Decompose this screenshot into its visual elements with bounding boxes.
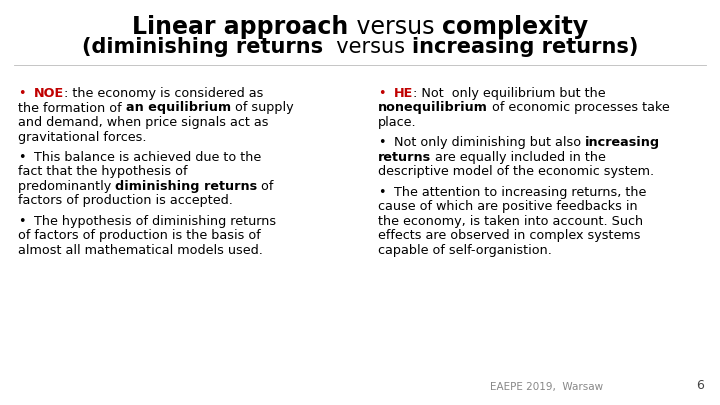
- Text: fact that the hypothesis of: fact that the hypothesis of: [18, 165, 187, 178]
- Text: of factors of production is the basis of: of factors of production is the basis of: [18, 229, 261, 242]
- Text: cause of which are positive feedbacks in: cause of which are positive feedbacks in: [378, 200, 638, 213]
- Text: almost all mathematical models used.: almost all mathematical models used.: [18, 243, 263, 257]
- Text: This balance is achieved due to the: This balance is achieved due to the: [34, 151, 261, 164]
- Text: HE: HE: [394, 87, 413, 100]
- Text: : the economy is considered as: : the economy is considered as: [63, 87, 263, 100]
- Text: are equally included in the: are equally included in the: [431, 151, 606, 164]
- Text: •: •: [18, 87, 25, 100]
- Text: •: •: [378, 87, 385, 100]
- Text: the formation of: the formation of: [18, 102, 125, 115]
- Text: the economy, is taken into account. Such: the economy, is taken into account. Such: [378, 215, 643, 228]
- Text: gravitational forces.: gravitational forces.: [18, 130, 146, 143]
- Text: : Not  only equilibrium but the: : Not only equilibrium but the: [413, 87, 606, 100]
- Text: The hypothesis of diminishing returns: The hypothesis of diminishing returns: [34, 215, 276, 228]
- Text: The attention to increasing returns, the: The attention to increasing returns, the: [394, 185, 646, 198]
- Text: and demand, when price signals act as: and demand, when price signals act as: [18, 116, 269, 129]
- Text: •: •: [18, 151, 25, 164]
- Text: versus: versus: [323, 37, 412, 57]
- Text: factors of production is accepted.: factors of production is accepted.: [18, 194, 233, 207]
- Text: •: •: [378, 136, 385, 149]
- Text: of: of: [257, 180, 274, 193]
- Text: predominantly: predominantly: [18, 180, 115, 193]
- Text: •: •: [378, 185, 385, 198]
- Text: of economic processes take: of economic processes take: [488, 102, 670, 115]
- Text: of supply: of supply: [230, 102, 293, 115]
- Text: place.: place.: [378, 116, 417, 129]
- Text: •: •: [18, 215, 25, 228]
- Text: capable of self-organistion.: capable of self-organistion.: [378, 243, 552, 257]
- Text: effects are observed in complex systems: effects are observed in complex systems: [378, 229, 641, 242]
- Text: nonequilibrium: nonequilibrium: [378, 102, 488, 115]
- Text: increasing: increasing: [585, 136, 660, 149]
- Text: diminishing returns: diminishing returns: [115, 180, 257, 193]
- Text: complexity: complexity: [441, 15, 588, 39]
- Text: NOE: NOE: [34, 87, 63, 100]
- Text: Linear approach: Linear approach: [132, 15, 348, 39]
- Text: 6: 6: [696, 379, 704, 392]
- Text: returns: returns: [378, 151, 431, 164]
- Text: increasing returns): increasing returns): [412, 37, 638, 57]
- Text: (diminishing returns: (diminishing returns: [82, 37, 323, 57]
- Text: an equilibrium: an equilibrium: [125, 102, 230, 115]
- Text: Not only diminishing but also: Not only diminishing but also: [394, 136, 585, 149]
- Text: descriptive model of the economic system.: descriptive model of the economic system…: [378, 165, 654, 178]
- Text: versus: versus: [348, 15, 441, 39]
- Text: EAEPE 2019,  Warsaw: EAEPE 2019, Warsaw: [490, 382, 603, 392]
